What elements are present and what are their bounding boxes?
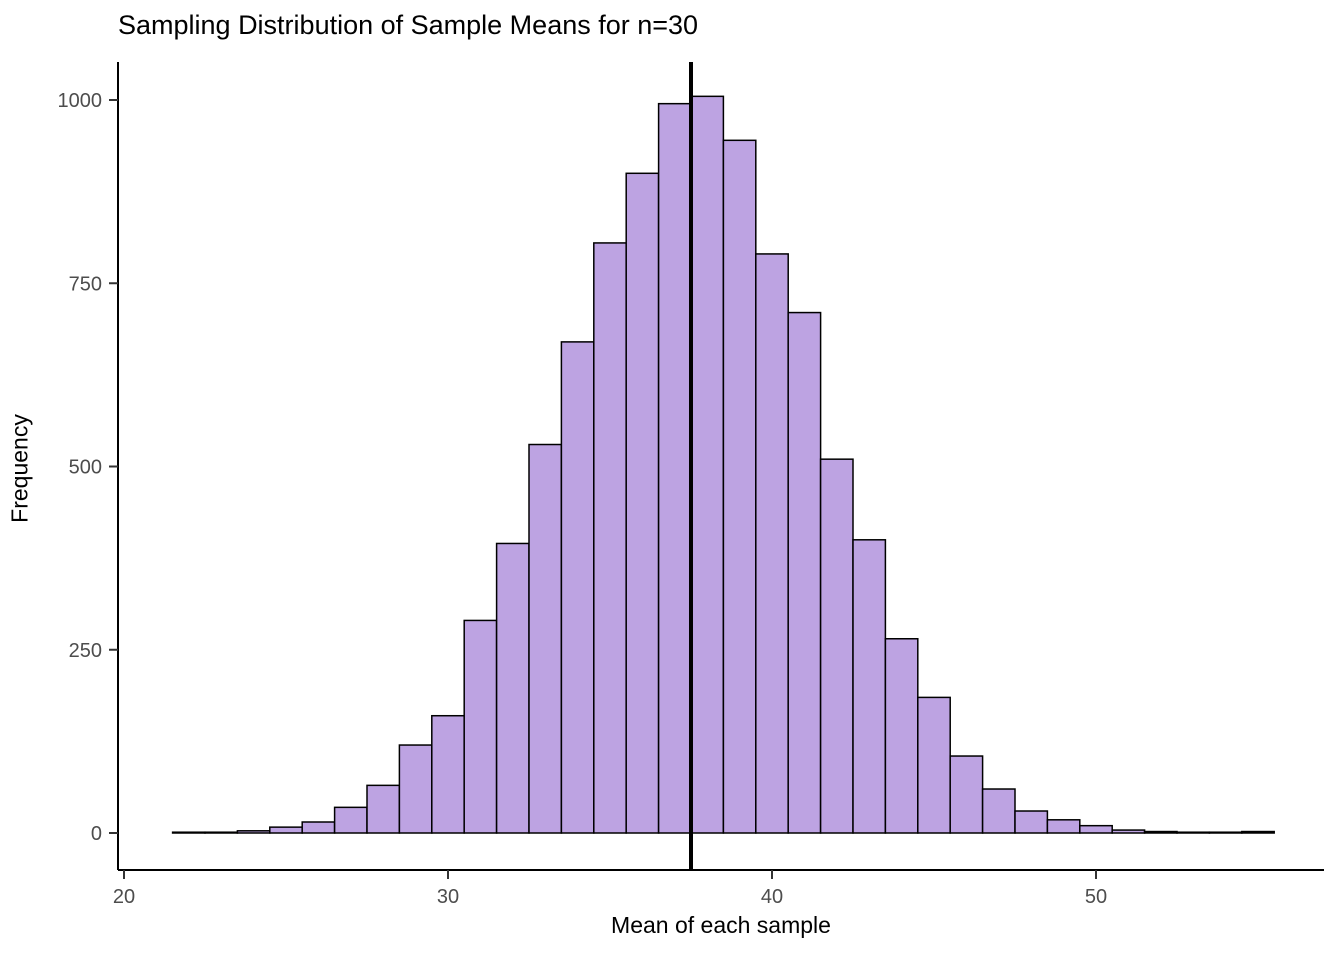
histogram-bar bbox=[1079, 824, 1113, 834]
x-tick-label: 50 bbox=[1085, 886, 1107, 908]
histogram-bar bbox=[463, 619, 498, 834]
histogram-bar bbox=[301, 821, 336, 834]
x-axis-label: Mean of each sample bbox=[611, 912, 831, 938]
histogram-bar bbox=[755, 253, 789, 834]
histogram-bar bbox=[171, 831, 206, 834]
histogram-bar bbox=[690, 95, 725, 834]
histogram-bar bbox=[1208, 831, 1243, 834]
y-tick-label: 250 bbox=[69, 640, 102, 662]
x-tick-label: 20 bbox=[113, 886, 135, 908]
histogram-bar bbox=[852, 539, 887, 834]
histogram-bar bbox=[884, 638, 919, 834]
histogram-bar bbox=[560, 341, 595, 834]
chart-title: Sampling Distribution of Sample Means fo… bbox=[118, 10, 699, 40]
histogram-bar bbox=[1241, 830, 1275, 834]
histogram-bar bbox=[333, 806, 368, 834]
histogram-bar bbox=[398, 744, 433, 834]
histogram-bar bbox=[625, 172, 660, 834]
histogram-bar bbox=[495, 542, 530, 834]
histogram-bar bbox=[657, 102, 692, 834]
histogram-bar bbox=[528, 443, 563, 834]
histogram-bar bbox=[917, 696, 951, 834]
histogram-bar bbox=[722, 139, 757, 834]
y-tick-label: 0 bbox=[91, 823, 102, 845]
histogram-bar bbox=[431, 714, 465, 834]
histogram-bar bbox=[204, 831, 239, 834]
y-tick-label: 500 bbox=[69, 457, 102, 479]
histogram-bar bbox=[269, 826, 303, 834]
y-tick-label: 1000 bbox=[58, 90, 103, 112]
y-tick-label: 750 bbox=[69, 273, 102, 295]
histogram-bar bbox=[1176, 831, 1211, 834]
histogram-bar bbox=[949, 755, 984, 834]
histogram-bar bbox=[1046, 819, 1081, 834]
histogram-bar bbox=[593, 242, 627, 834]
histogram-bar bbox=[819, 458, 854, 834]
histogram-bar bbox=[1143, 830, 1178, 834]
histogram-bar bbox=[1111, 829, 1146, 834]
y-axis-label: Frequency bbox=[6, 414, 33, 523]
x-tick-label: 30 bbox=[437, 886, 459, 908]
histogram-bar bbox=[787, 311, 822, 834]
histogram-bar bbox=[981, 788, 1016, 834]
histogram-bar bbox=[1014, 810, 1049, 834]
x-tick-label: 40 bbox=[761, 886, 783, 908]
histogram-bar bbox=[236, 830, 271, 834]
histogram-bar bbox=[366, 784, 401, 834]
